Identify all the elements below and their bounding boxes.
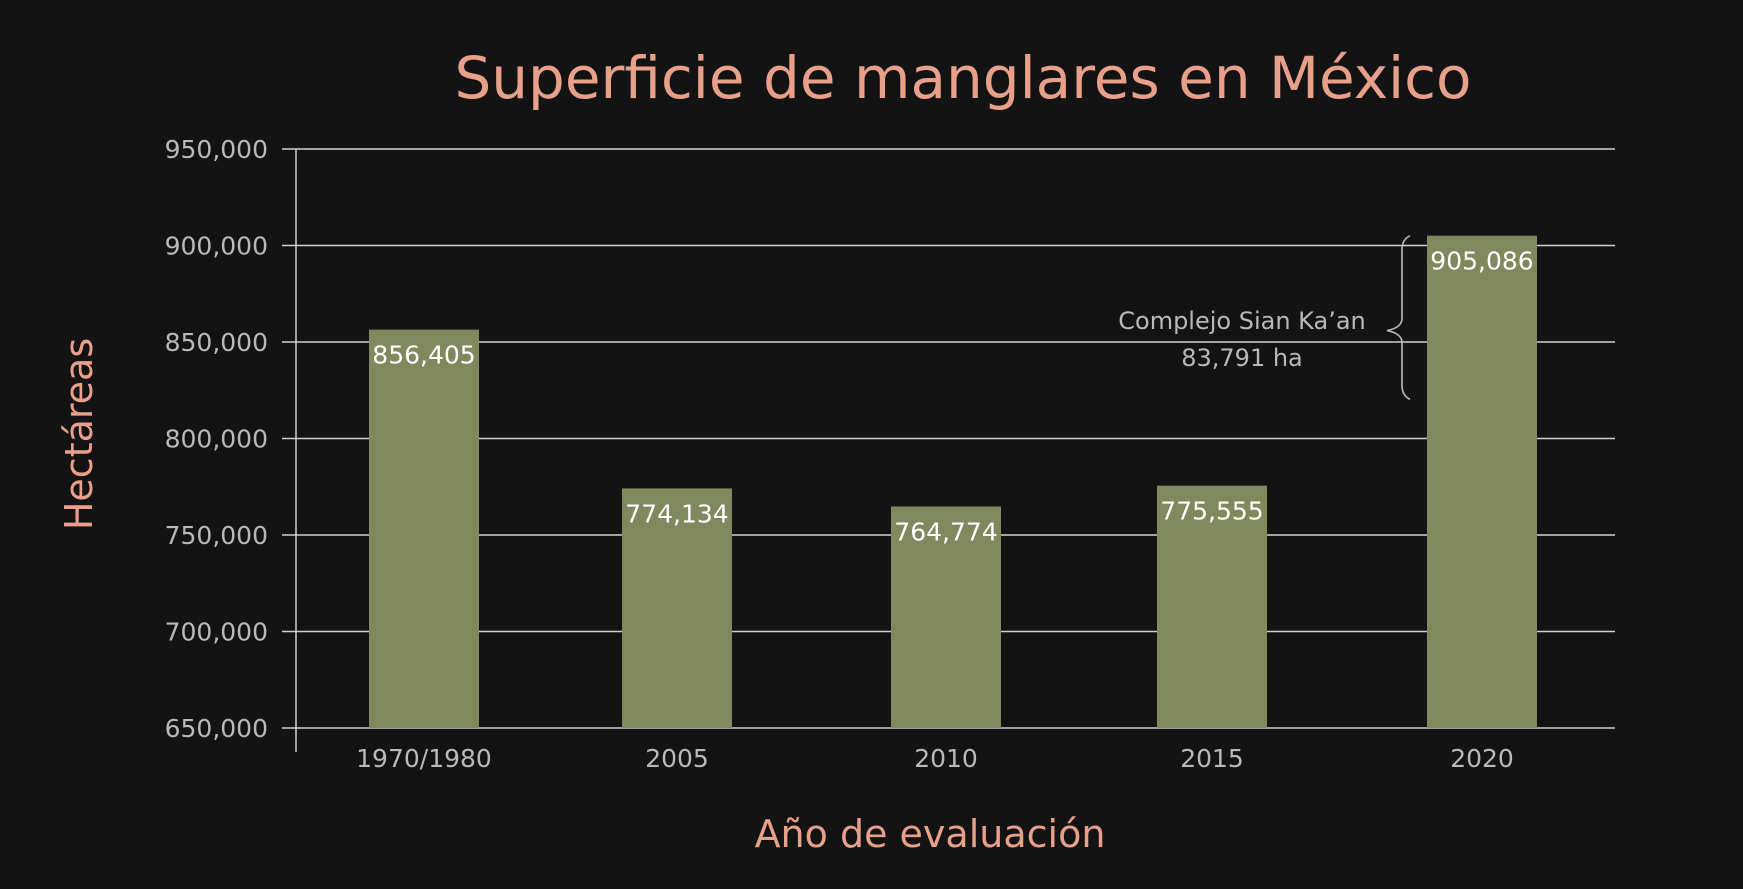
y-tick-label: 850,000 xyxy=(165,328,268,357)
bar xyxy=(1427,235,1537,728)
y-tick-label: 650,000 xyxy=(165,714,268,743)
annotation-line-1: Complejo Sian Ka’an xyxy=(1118,307,1366,335)
x-tick-label: 2020 xyxy=(1450,744,1514,773)
y-tick-label: 750,000 xyxy=(165,521,268,550)
annotation-line-2: 83,791 ha xyxy=(1181,344,1303,372)
bar xyxy=(622,488,732,728)
bar xyxy=(891,506,1001,728)
y-axis-title: Hectáreas xyxy=(57,338,101,530)
x-axis-title: Año de evaluación xyxy=(755,812,1106,856)
y-tick-label: 950,000 xyxy=(165,135,268,164)
bar-value-label: 905,086 xyxy=(1430,247,1533,276)
bar-value-label: 856,405 xyxy=(372,341,475,370)
x-tick-label: 2015 xyxy=(1180,744,1244,773)
bar xyxy=(369,329,479,728)
y-tick-label: 700,000 xyxy=(165,618,268,647)
bar-value-label: 774,134 xyxy=(625,499,728,528)
chart-title: Superficie de manglares en México xyxy=(454,44,1471,112)
gridlines: 650,000 700,000 750,000 800,000 850,000 900,0… xyxy=(165,135,1615,752)
bar-value-label: 775,555 xyxy=(1160,497,1263,526)
x-tick-label: 2010 xyxy=(914,744,978,773)
bar-value-labels: 856,405 1970/1980 774,134 2005 764,774 2010 77… xyxy=(356,247,1534,773)
y-tick-label: 900,000 xyxy=(165,232,268,261)
x-tick-label: 1970/1980 xyxy=(356,744,492,773)
annotation-brace xyxy=(1386,234,1411,401)
y-tick-label: 800,000 xyxy=(165,425,268,454)
x-tick-label: 2005 xyxy=(645,744,709,773)
bars xyxy=(369,235,1537,728)
bar-value-label: 764,774 xyxy=(894,517,997,546)
annotation: Complejo Sian Ka’an 83,791 ha xyxy=(1118,234,1411,401)
bar xyxy=(1157,485,1267,728)
